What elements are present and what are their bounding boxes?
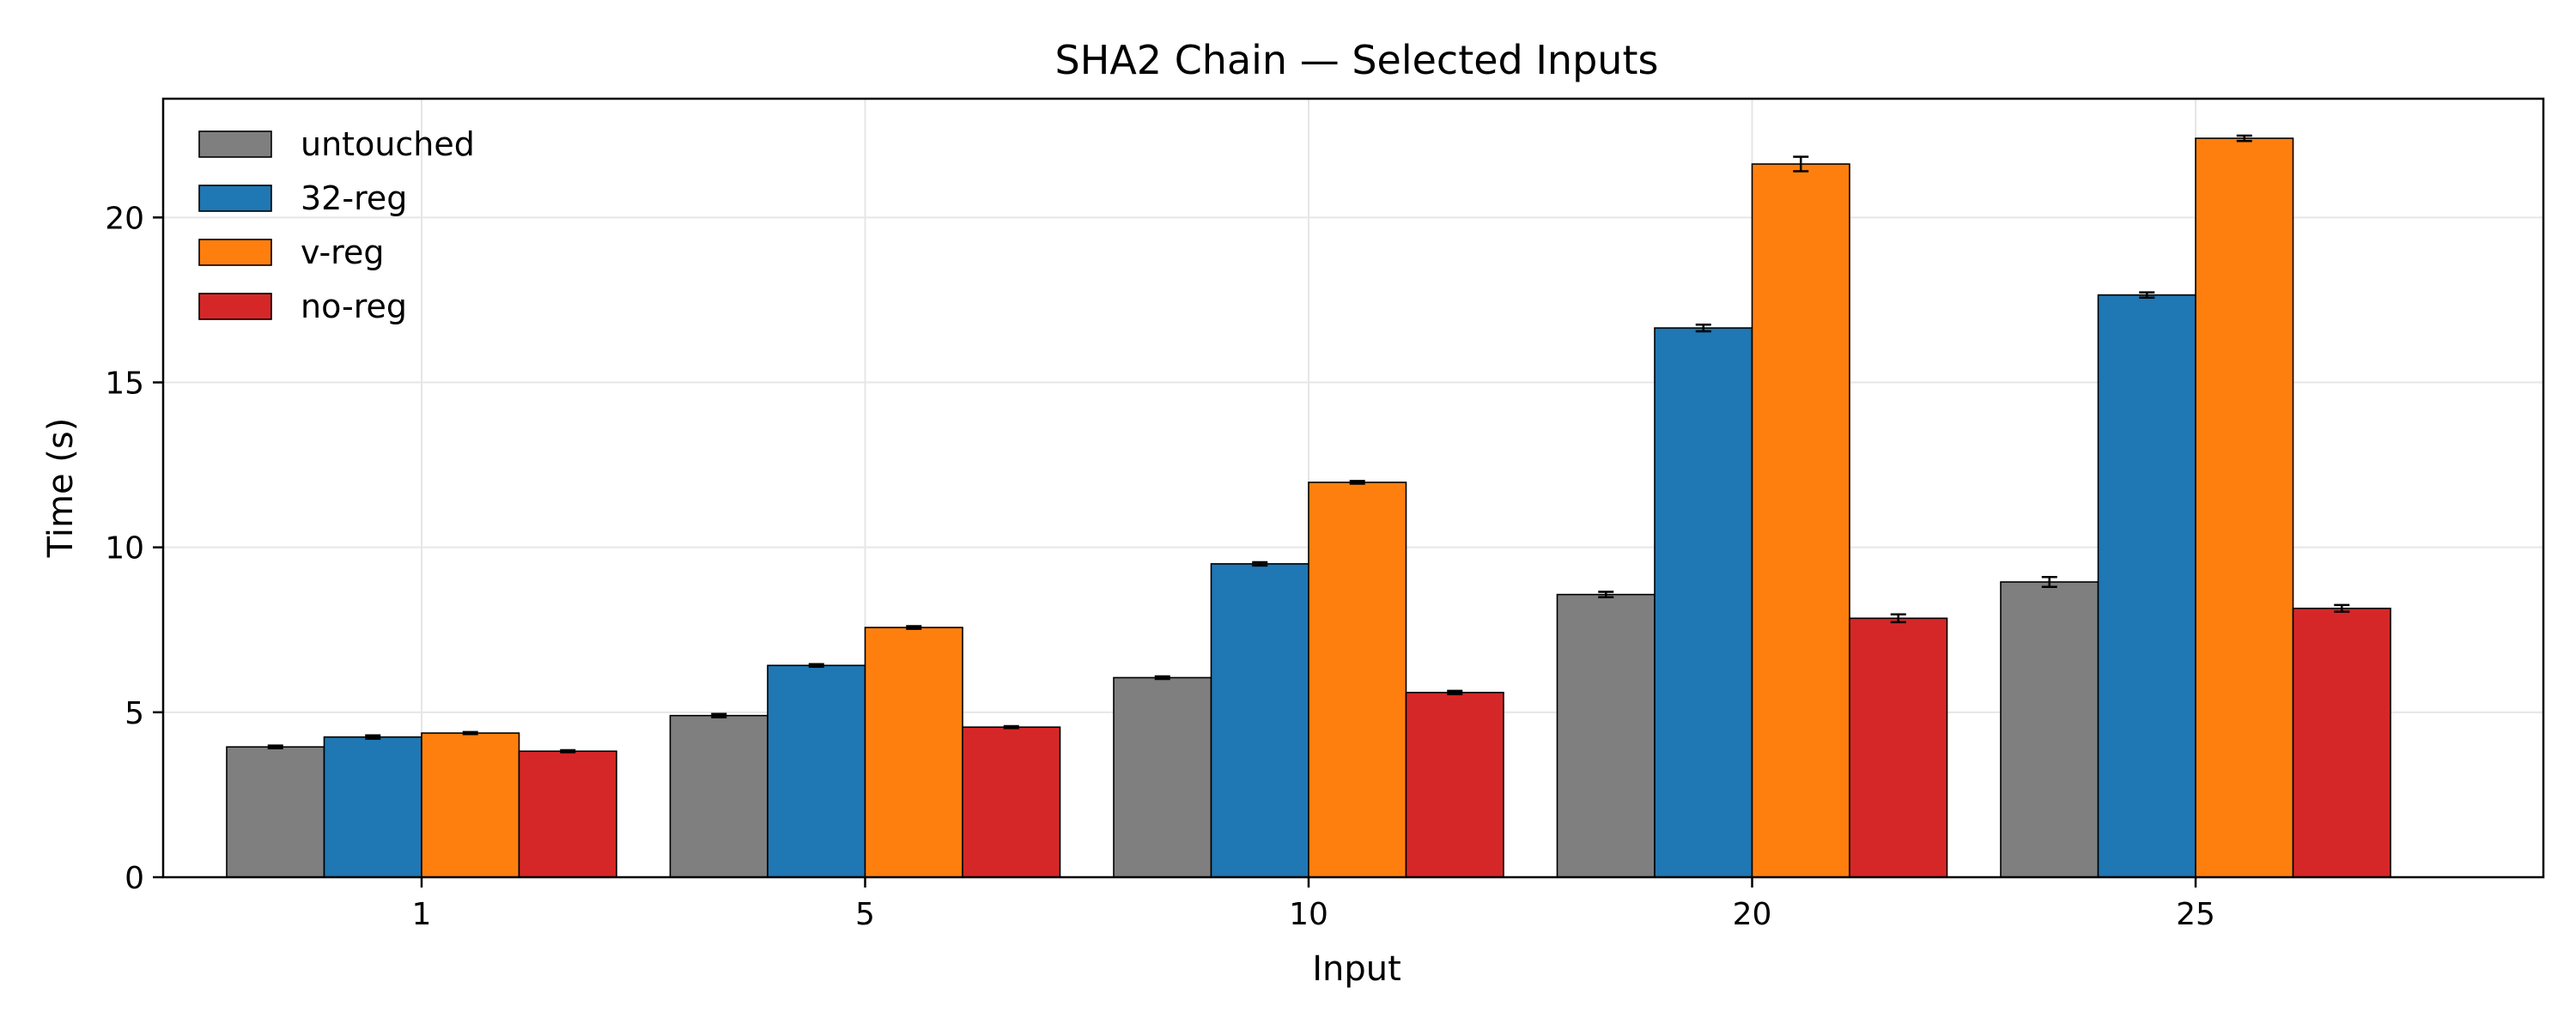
y-tick-label: 0 <box>125 861 144 896</box>
bar-32-reg-10 <box>1210 563 1309 878</box>
error-bar-v-reg-25 <box>2236 134 2252 142</box>
legend-swatch <box>198 293 272 320</box>
bar-v-reg-10 <box>1308 482 1407 878</box>
error-bar-32-reg-5 <box>808 663 824 669</box>
x-tick-label: 5 <box>855 897 875 932</box>
bar-32-reg-20 <box>1654 327 1753 878</box>
error-bar-no-reg-25 <box>2334 603 2350 613</box>
legend-swatch <box>198 185 272 212</box>
error-bar-v-reg-10 <box>1349 480 1365 485</box>
bars-layer <box>226 137 2391 878</box>
error-bar-no-reg-20 <box>1890 613 1906 624</box>
error-bar-v-reg-5 <box>906 625 922 630</box>
bar-v-reg-5 <box>864 627 963 878</box>
x-tick-label: 25 <box>2176 897 2215 932</box>
error-bar-32-reg-25 <box>2139 291 2155 299</box>
error-bar-v-reg-20 <box>1793 155 1809 173</box>
bar-no-reg-5 <box>962 726 1061 878</box>
legend-label: no-reg <box>301 288 407 325</box>
legend-item-no-reg: no-reg <box>198 288 407 325</box>
error-bars-layer <box>267 134 2350 754</box>
error-bar-untouched-20 <box>1598 591 1614 598</box>
legend-item-v-reg: v-reg <box>198 233 384 271</box>
y-tick-label: 5 <box>125 696 144 731</box>
error-bar-untouched-1 <box>267 744 283 749</box>
bar-v-reg-1 <box>421 732 520 878</box>
legend-label: 32-reg <box>301 179 407 217</box>
bar-no-reg-25 <box>2292 607 2391 878</box>
error-bar-32-reg-1 <box>365 734 381 740</box>
bar-no-reg-1 <box>518 750 617 878</box>
x-tick-label: 1 <box>412 897 432 932</box>
legend-item-untouched: untouched <box>198 125 475 163</box>
y-tick-label: 20 <box>105 201 144 236</box>
error-bar-untouched-5 <box>711 712 727 718</box>
bar-v-reg-25 <box>2195 137 2294 878</box>
legend-swatch <box>198 130 272 158</box>
error-bar-no-reg-5 <box>1003 724 1019 730</box>
legend-label: untouched <box>301 125 475 163</box>
bar-32-reg-5 <box>767 664 866 878</box>
error-bar-32-reg-10 <box>1252 560 1268 567</box>
bar-32-reg-1 <box>323 736 422 878</box>
bar-untouched-10 <box>1113 676 1212 878</box>
bar-untouched-20 <box>1556 593 1656 878</box>
x-tick-label: 20 <box>1733 897 1772 932</box>
error-bar-no-reg-10 <box>1447 689 1463 695</box>
bar-untouched-5 <box>669 714 769 878</box>
legend-label: v-reg <box>301 233 384 271</box>
bar-untouched-25 <box>2000 581 2099 878</box>
plot-frame <box>161 97 2545 879</box>
x-tick-label: 10 <box>1289 897 1328 932</box>
legend: untouched 32-reg v-reg no-reg <box>198 125 475 325</box>
error-bar-untouched-25 <box>2041 576 2057 589</box>
error-bar-v-reg-1 <box>462 730 478 736</box>
error-bar-untouched-10 <box>1154 675 1170 681</box>
x-axis-label: Input <box>1312 949 1401 989</box>
y-tick-label: 10 <box>105 531 144 566</box>
legend-item-32-reg: 32-reg <box>198 179 407 217</box>
bar-untouched-1 <box>226 746 325 878</box>
bar-no-reg-20 <box>1849 617 1948 878</box>
error-bar-32-reg-20 <box>1695 324 1711 333</box>
bar-32-reg-25 <box>2097 294 2196 878</box>
bar-no-reg-10 <box>1405 691 1504 878</box>
chart-title: SHA2 Chain — Selected Inputs <box>1055 37 1659 83</box>
legend-swatch <box>198 239 272 266</box>
bar-v-reg-20 <box>1751 163 1850 878</box>
y-axis-label: Time (s) <box>41 418 81 559</box>
error-bar-no-reg-1 <box>560 748 576 754</box>
y-tick-label: 15 <box>105 367 144 402</box>
